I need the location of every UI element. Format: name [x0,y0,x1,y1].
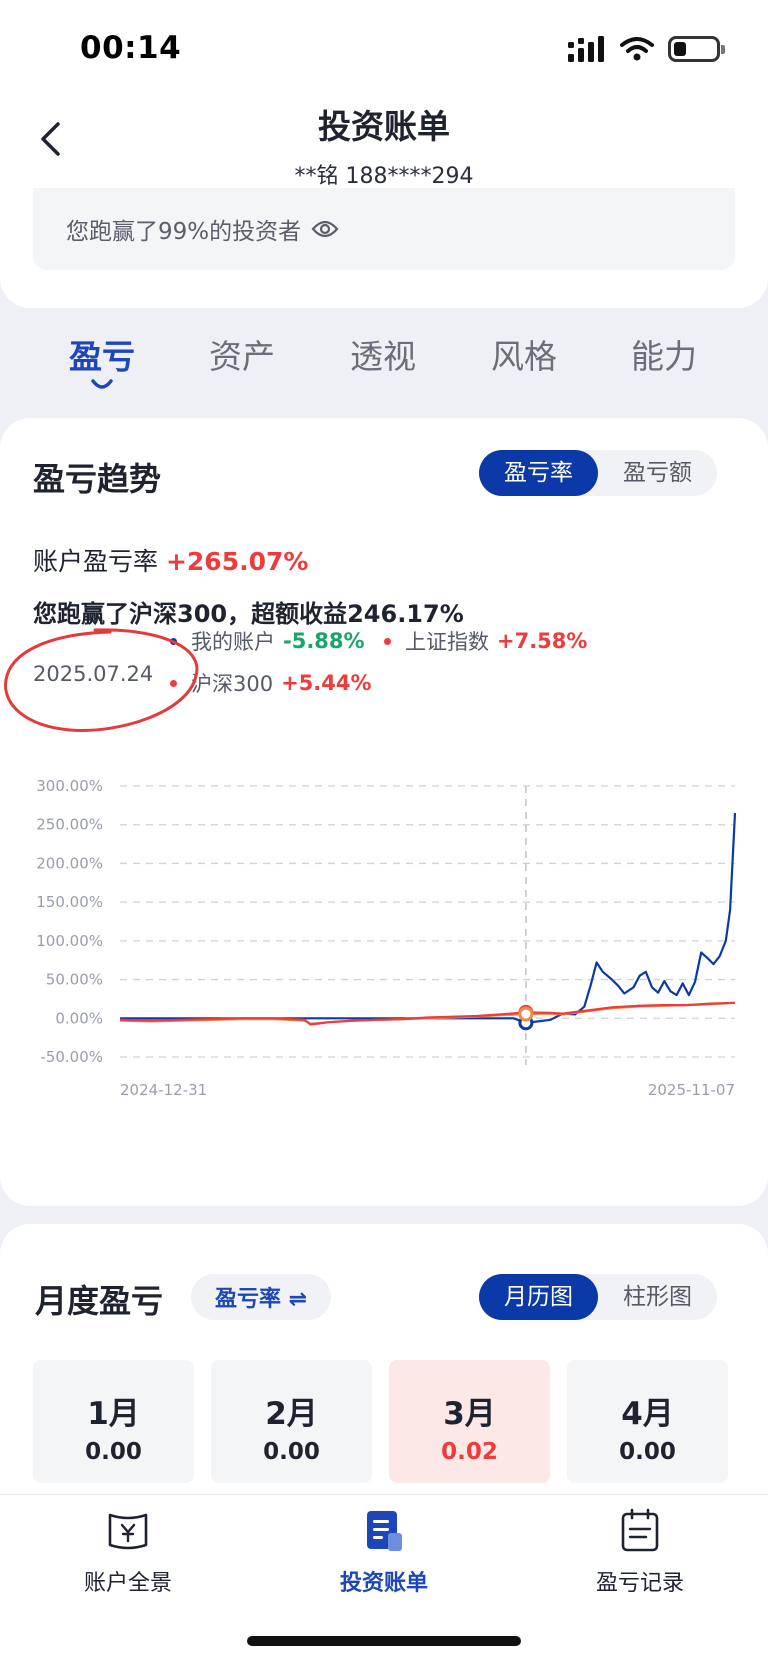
legend-item-sse-index: 上证指数 +7.58% [384,626,587,656]
month-tile[interactable]: 2月 0.00 [211,1360,372,1483]
tab-ability[interactable]: 能力 [631,337,697,376]
account-rate: 账户盈亏率 +265.07% [33,542,308,578]
benchmark-beat-text: 您跑赢了沪深300，超额收益246.17% [33,600,464,628]
y-tick-label: 150.00% [36,893,103,911]
legend-name: 上证指数 [405,630,489,654]
beat-banner: 您跑赢了99%的投资者 [33,188,735,270]
month-name: 4月 [621,1396,674,1432]
page-title: 投资账单 [318,107,450,146]
tab-assets[interactable]: 资产 [209,337,275,376]
monthly-mode-label: 盈亏率 ⇌ [215,1287,308,1312]
header-card: 投资账单 **铭 188****294 您跑赢了99%的投资者 [0,96,768,308]
legend-value: +5.44% [281,671,372,695]
bill-icon [367,1511,402,1551]
legend-name: 我的账户 [191,630,275,654]
trend-chart[interactable]: 300.00% 250.00% 200.00% 150.00% 100.00% 50.00… [0,418,768,1118]
rate-label: 账户盈亏率 [33,547,159,576]
month-value: 0.02 [441,1439,498,1465]
legend-name: 沪深300 [191,672,274,696]
beat-text: 您跑赢了99%的投资者 [66,219,302,245]
calendar-icon [621,1508,659,1552]
y-tick-label: 300.00% [36,777,103,795]
y-tick-label: 100.00% [36,932,103,950]
series-line-1 [119,1001,736,1026]
month-tiles: 1月 0.00 2月 0.00 3月 0.02 4月 0.00 [33,1360,728,1483]
rate-toggle-option[interactable]: 盈亏率 [479,450,598,496]
account-id: **铭 188****294 [294,164,474,189]
battery-icon [668,36,725,62]
signal-icon [568,36,604,62]
y-tick-label: 50.00% [46,971,103,989]
status-icons [568,36,725,62]
monthly-mode-toggle[interactable]: 盈亏率 ⇌ [191,1274,332,1320]
calendar-view-option[interactable]: 月历图 [479,1274,598,1320]
category-tabs: 盈亏 资产 透视 风格 能力 [0,330,768,400]
status-time: 00:14 [80,30,182,66]
legend-value: -5.88% [283,629,365,653]
eye-icon[interactable] [311,218,339,240]
monthly-view-toggle: 月历图 柱形图 [479,1274,717,1320]
month-tile[interactable]: 1月 0.00 [33,1360,194,1483]
y-tick-label: 200.00% [36,854,103,872]
nav-label: 投资账单 [339,1571,428,1596]
amount-toggle-option[interactable]: 盈亏额 [623,460,692,486]
nav-label: 账户全景 [83,1571,172,1596]
nav-investment-bill[interactable]: 投资账单 [284,1507,484,1597]
trend-card: 盈亏趋势 盈亏率 盈亏额 账户盈亏率 +265.07% 您跑赢了沪深300，超额… [0,418,768,1206]
bottom-nav: 账户全景 投资账单 盈亏记录 [0,1494,768,1663]
nav-pnl-record[interactable]: 盈亏记录 [540,1507,740,1597]
monthly-title: 月度盈亏 [35,1282,164,1320]
legend-value: +7.58% [497,629,588,653]
series-line-0 [120,813,737,1024]
cursor-marker [518,1006,534,1022]
legend-dot [384,637,391,645]
home-indicator [247,1636,521,1646]
month-tile[interactable]: 3月 0.02 [389,1360,550,1483]
x-tick-label: 2024-12-31 [120,1081,207,1099]
wifi-icon [620,37,654,61]
x-tick-label: 2025-11-07 [648,1081,735,1099]
y-tick-label: 0.00% [55,1009,103,1027]
monthly-card: 月度盈亏 盈亏率 ⇌ 月历图 柱形图 1月 0.00 2月 0.00 3月 0.… [0,1224,768,1524]
nav-account-overview[interactable]: 账户全景 [28,1507,228,1597]
status-bar: 00:14 [0,0,768,96]
tab-perspective[interactable]: 透视 [350,337,416,376]
back-button[interactable] [30,114,70,164]
tab-pnl[interactable]: 盈亏 [69,337,135,376]
trend-toggle: 盈亏率 盈亏额 [479,450,717,496]
month-value: 0.00 [85,1439,142,1465]
rate-value: +265.07% [165,547,309,576]
month-tile[interactable]: 4月 0.00 [567,1360,728,1483]
month-value: 0.00 [619,1439,676,1465]
tab-style[interactable]: 风格 [491,337,557,376]
month-name: 3月 [443,1396,496,1432]
back-arrow-icon [41,122,60,156]
trend-title: 盈亏趋势 [33,460,162,498]
month-value: 0.00 [263,1439,320,1465]
nav-label: 盈亏记录 [595,1571,684,1596]
active-tab-indicator [91,379,113,389]
y-tick-label: 250.00% [36,816,103,834]
month-name: 1月 [87,1396,140,1432]
y-tick-label: -50.00% [40,1048,103,1066]
legend-item-my-account: 我的账户 -5.88% [170,626,365,656]
wallet-icon [108,1513,148,1550]
month-name: 2月 [265,1396,318,1432]
bar-view-option[interactable]: 柱形图 [623,1284,692,1310]
